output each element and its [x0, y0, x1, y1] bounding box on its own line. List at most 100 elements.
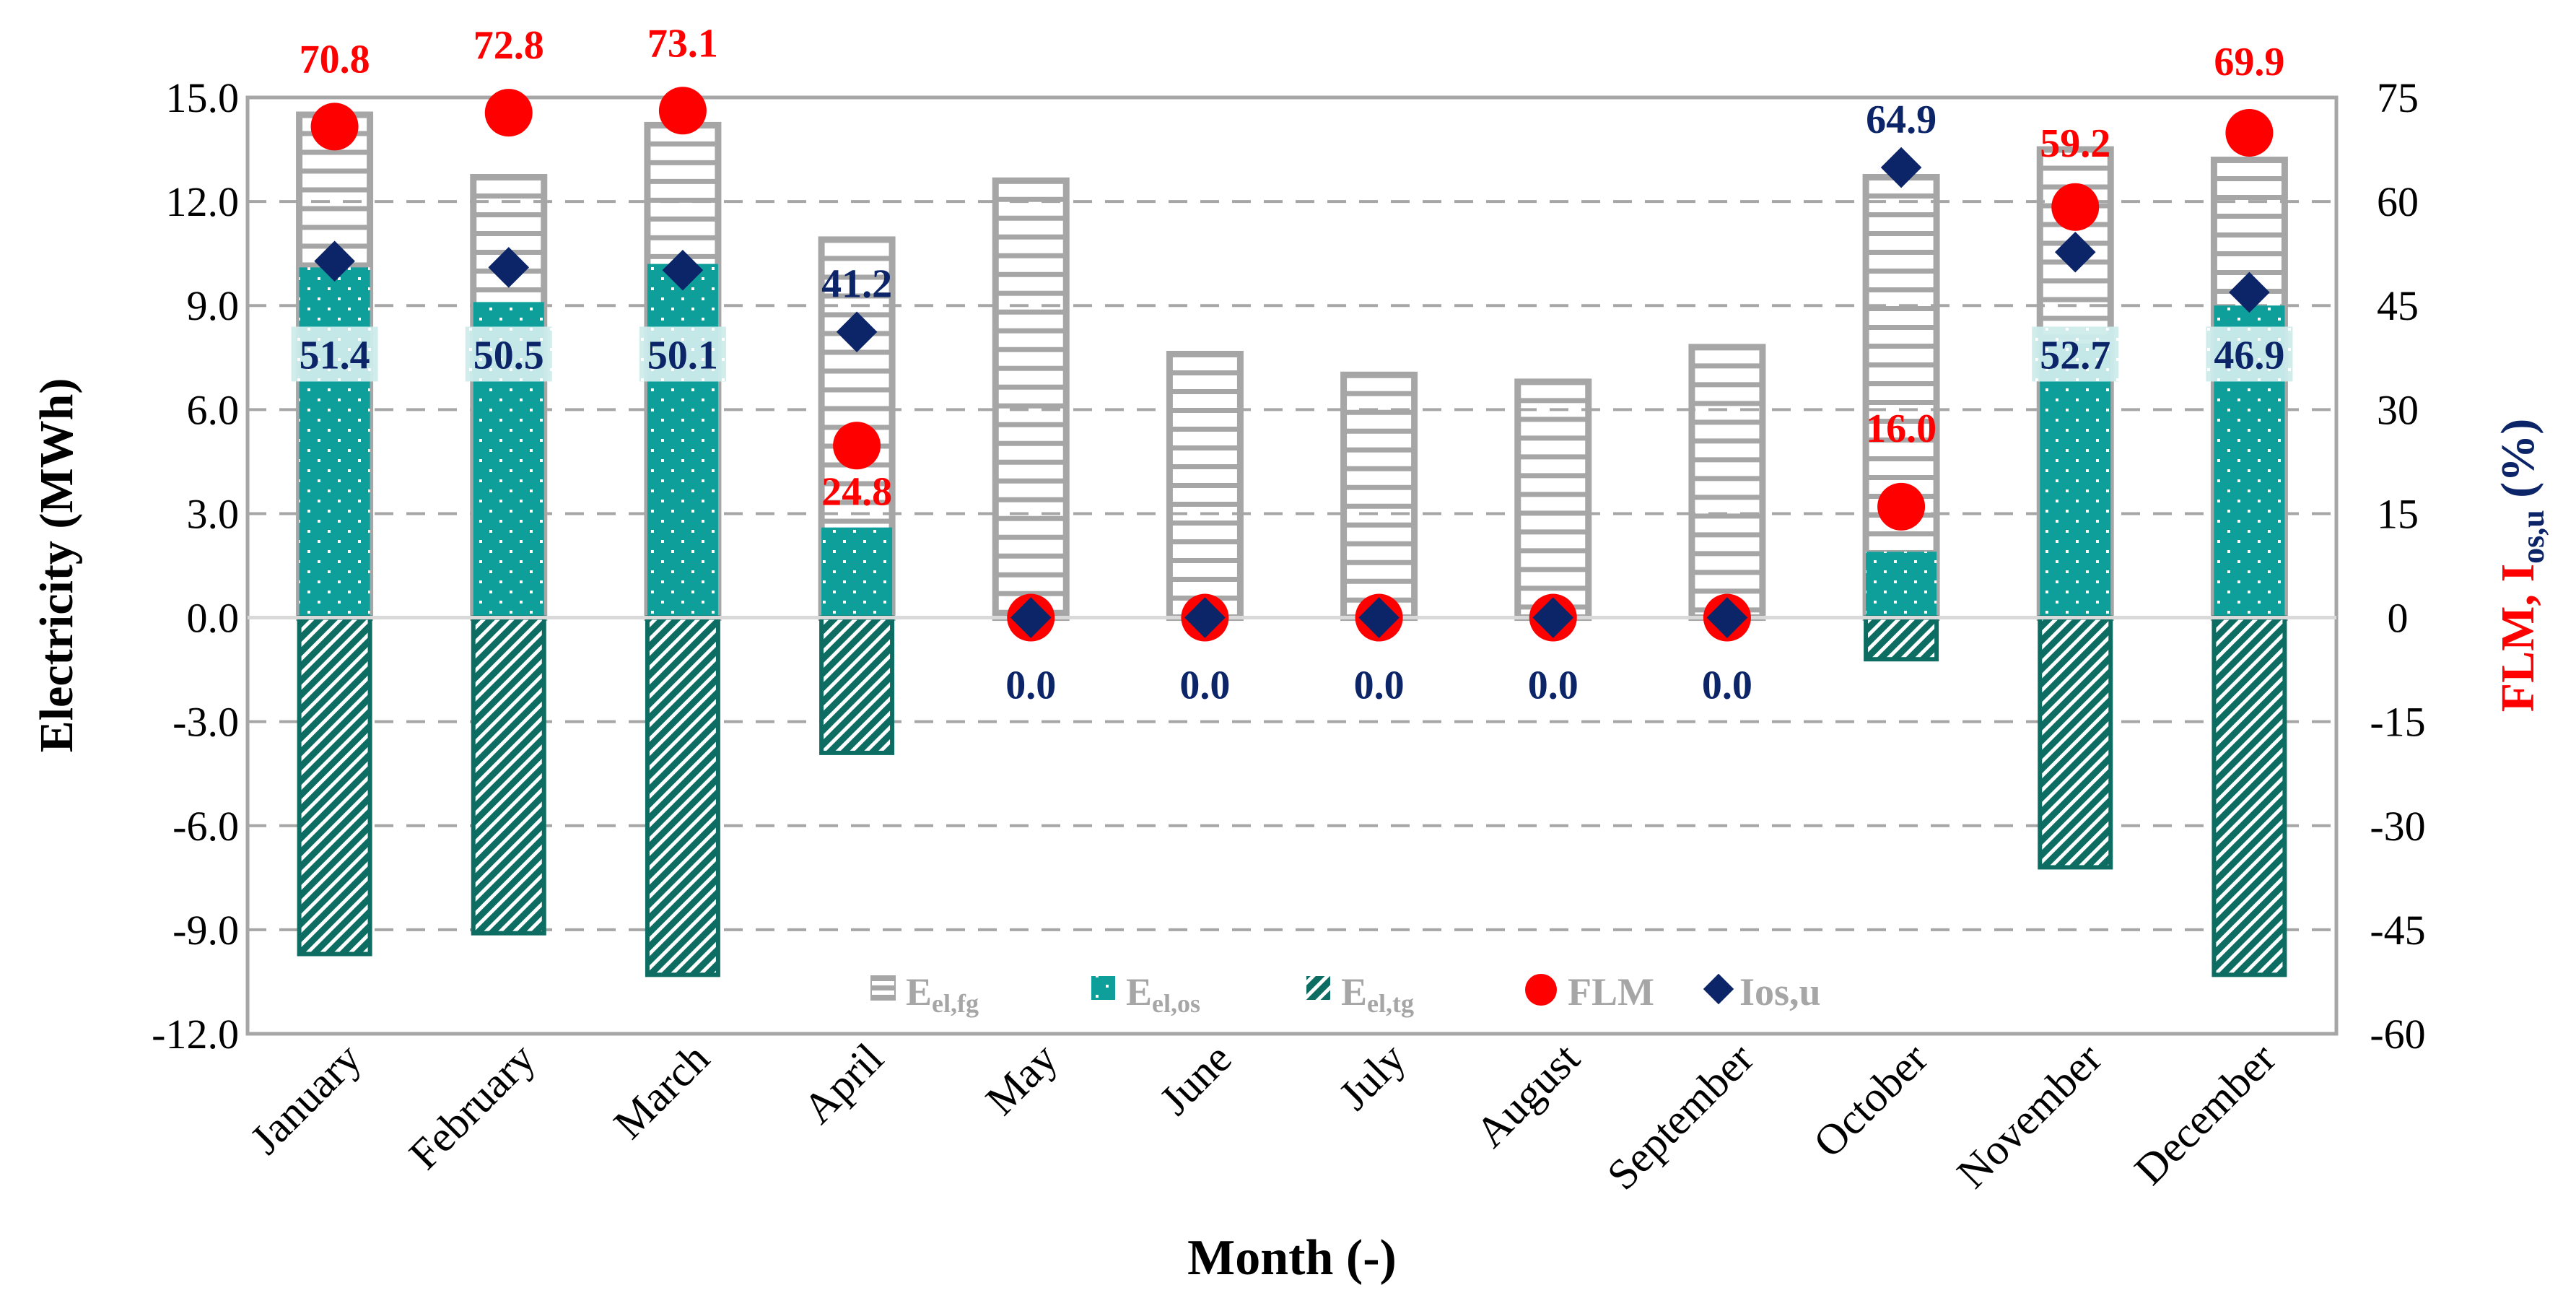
legend-sub-tg: el,tg — [1367, 989, 1414, 1018]
marker-ios — [2229, 271, 2270, 313]
data-label-ios: 0.0 — [1354, 663, 1405, 708]
x-tick-label: July — [1330, 1035, 1414, 1119]
x-tick-label: April — [794, 1035, 892, 1133]
data-label-flm: 70.8 — [300, 37, 370, 82]
x-axis-ticks: January February March April May June July Augu… — [241, 1034, 2284, 1198]
legend-swatch-fg — [870, 975, 896, 1001]
y2-tick-label: -15 — [2370, 699, 2425, 746]
legend-marker-ios — [1703, 973, 1734, 1005]
data-label-ios: 50.5 — [473, 333, 544, 378]
data-label-flm: 16.0 — [1866, 406, 1937, 451]
legend-sub-os: el,os — [1152, 989, 1200, 1018]
data-label-group: 70.8 51.4 72.8 50.5 73.1 50.1 24.8 41.2 0.0 0.0 0.… — [300, 21, 2285, 707]
marker-flm — [310, 103, 359, 151]
data-label-ios: 50.1 — [647, 333, 718, 378]
bar-group — [291, 111, 2293, 977]
y-tick-label: 15.0 — [166, 74, 240, 121]
legend-swatch-tg — [1306, 976, 1330, 1000]
bar-el-tg — [297, 615, 372, 957]
legend-label-fg: E — [906, 970, 932, 1014]
marker-flm — [1877, 482, 1926, 531]
y2-tick-label: 30 — [2377, 386, 2419, 433]
y2-tick-label: 0 — [2388, 595, 2409, 642]
bar-el-fg-outline — [1688, 344, 1766, 622]
data-label-ios: 64.9 — [1866, 97, 1937, 142]
legend-item-flm: FLM — [1525, 970, 1654, 1014]
y2-tick-label: 15 — [2377, 490, 2419, 537]
y-axis-ticks: 15.0 12.0 9.0 6.0 3.0 0.0 -3.0 -6.0 -9.0 -12.0 — [152, 74, 239, 1058]
data-label-flm: 73.1 — [647, 21, 718, 66]
x-tick-label: June — [1151, 1035, 1240, 1124]
data-label-flm: 59.2 — [2040, 121, 2110, 166]
plot-frame — [245, 95, 2339, 1036]
bar-el-fg — [1862, 173, 1940, 622]
marker-flm — [2225, 108, 2274, 157]
y-tick-label: 0.0 — [187, 595, 240, 642]
bar-el-fg — [1688, 344, 1766, 622]
data-label-ios: 51.4 — [300, 333, 370, 378]
y-tick-label: -3.0 — [173, 699, 239, 746]
bar-el-tg — [2212, 615, 2287, 977]
legend: Eel,fg Eel,os Eel,tg FLM Ios,u — [870, 970, 1821, 1018]
y-tick-label: 3.0 — [187, 490, 240, 537]
marker-flm — [658, 87, 707, 135]
bar-el-fg — [992, 177, 1070, 622]
legend-marker-flm — [1525, 974, 1557, 1006]
data-label-ios: 52.7 — [2040, 333, 2110, 378]
y-tick-label: 9.0 — [187, 282, 240, 329]
bar-el-os-band — [465, 326, 552, 382]
bar-el-os — [1866, 552, 1937, 618]
data-label-flm: 24.8 — [821, 469, 892, 514]
svg-text:Eel,os: Eel,os — [1126, 970, 1200, 1018]
legend-item-fg: Eel,fg — [870, 970, 979, 1018]
x-tick-label: September — [1598, 1035, 1763, 1199]
y2-title-unit: (%) — [2492, 419, 2544, 510]
svg-text:Eel,tg: Eel,tg — [1341, 970, 1414, 1018]
bar-el-os — [2040, 344, 2111, 618]
marker-flm — [833, 422, 881, 470]
y-tick-label: 12.0 — [166, 178, 240, 225]
data-label-ios: 41.2 — [821, 262, 892, 307]
data-label-flm: 69.9 — [2214, 40, 2284, 84]
gridlines — [248, 200, 2336, 931]
bar-el-fg-outline — [992, 177, 1070, 622]
bar-el-tg — [1864, 615, 1939, 662]
y-axis-title: Electricity (MWh) — [30, 378, 83, 753]
data-label-ios: 0.0 — [1179, 663, 1230, 708]
legend-label-os: E — [1126, 970, 1152, 1014]
data-label-ios: 46.9 — [2214, 333, 2284, 378]
bar-el-fg — [1340, 371, 1418, 622]
y2-axis-title: FLM, Ios,u (%) — [2492, 419, 2551, 712]
bar-el-os-band — [291, 326, 378, 382]
marker-flm — [484, 89, 533, 137]
y2-title-main: FLM, I — [2492, 564, 2544, 712]
bar-el-os-band — [639, 326, 726, 382]
bar-el-tg — [2038, 615, 2113, 870]
y-tick-label: -6.0 — [173, 803, 239, 850]
y2-title-sub: os,u — [2515, 510, 2551, 564]
x-tick-label: December — [2126, 1035, 2285, 1194]
y2-tick-label: 45 — [2377, 282, 2419, 329]
svg-text:Eel,fg: Eel,fg — [906, 970, 979, 1018]
x-tick-label: October — [1804, 1035, 1937, 1167]
marker-ios — [1706, 597, 1748, 638]
y2-tick-label: 60 — [2377, 178, 2419, 225]
marker-ios — [836, 311, 878, 353]
data-label-ios: 0.0 — [1702, 663, 1752, 708]
marker-ios — [1358, 597, 1400, 638]
legend-sub-fg: el,fg — [932, 989, 979, 1018]
bar-el-tg — [471, 615, 546, 936]
bar-el-os — [821, 527, 893, 618]
y2-tick-label: -60 — [2370, 1011, 2425, 1058]
legend-label-ios: Ios,u — [1739, 970, 1821, 1014]
y-tick-label: 6.0 — [187, 386, 240, 433]
marker-ios — [1532, 597, 1574, 638]
bar-el-fg — [1514, 378, 1592, 622]
legend-swatch-os — [1091, 976, 1115, 1000]
legend-label-tg: E — [1341, 970, 1367, 1014]
data-label-flm: 72.8 — [473, 23, 544, 68]
y2-axis-ticks: 75 60 45 30 15 0 -15 -30 -45 -60 — [2370, 74, 2425, 1058]
legend-item-ios: Ios,u — [1703, 970, 1821, 1014]
legend-item-os: Eel,os — [1091, 970, 1200, 1018]
